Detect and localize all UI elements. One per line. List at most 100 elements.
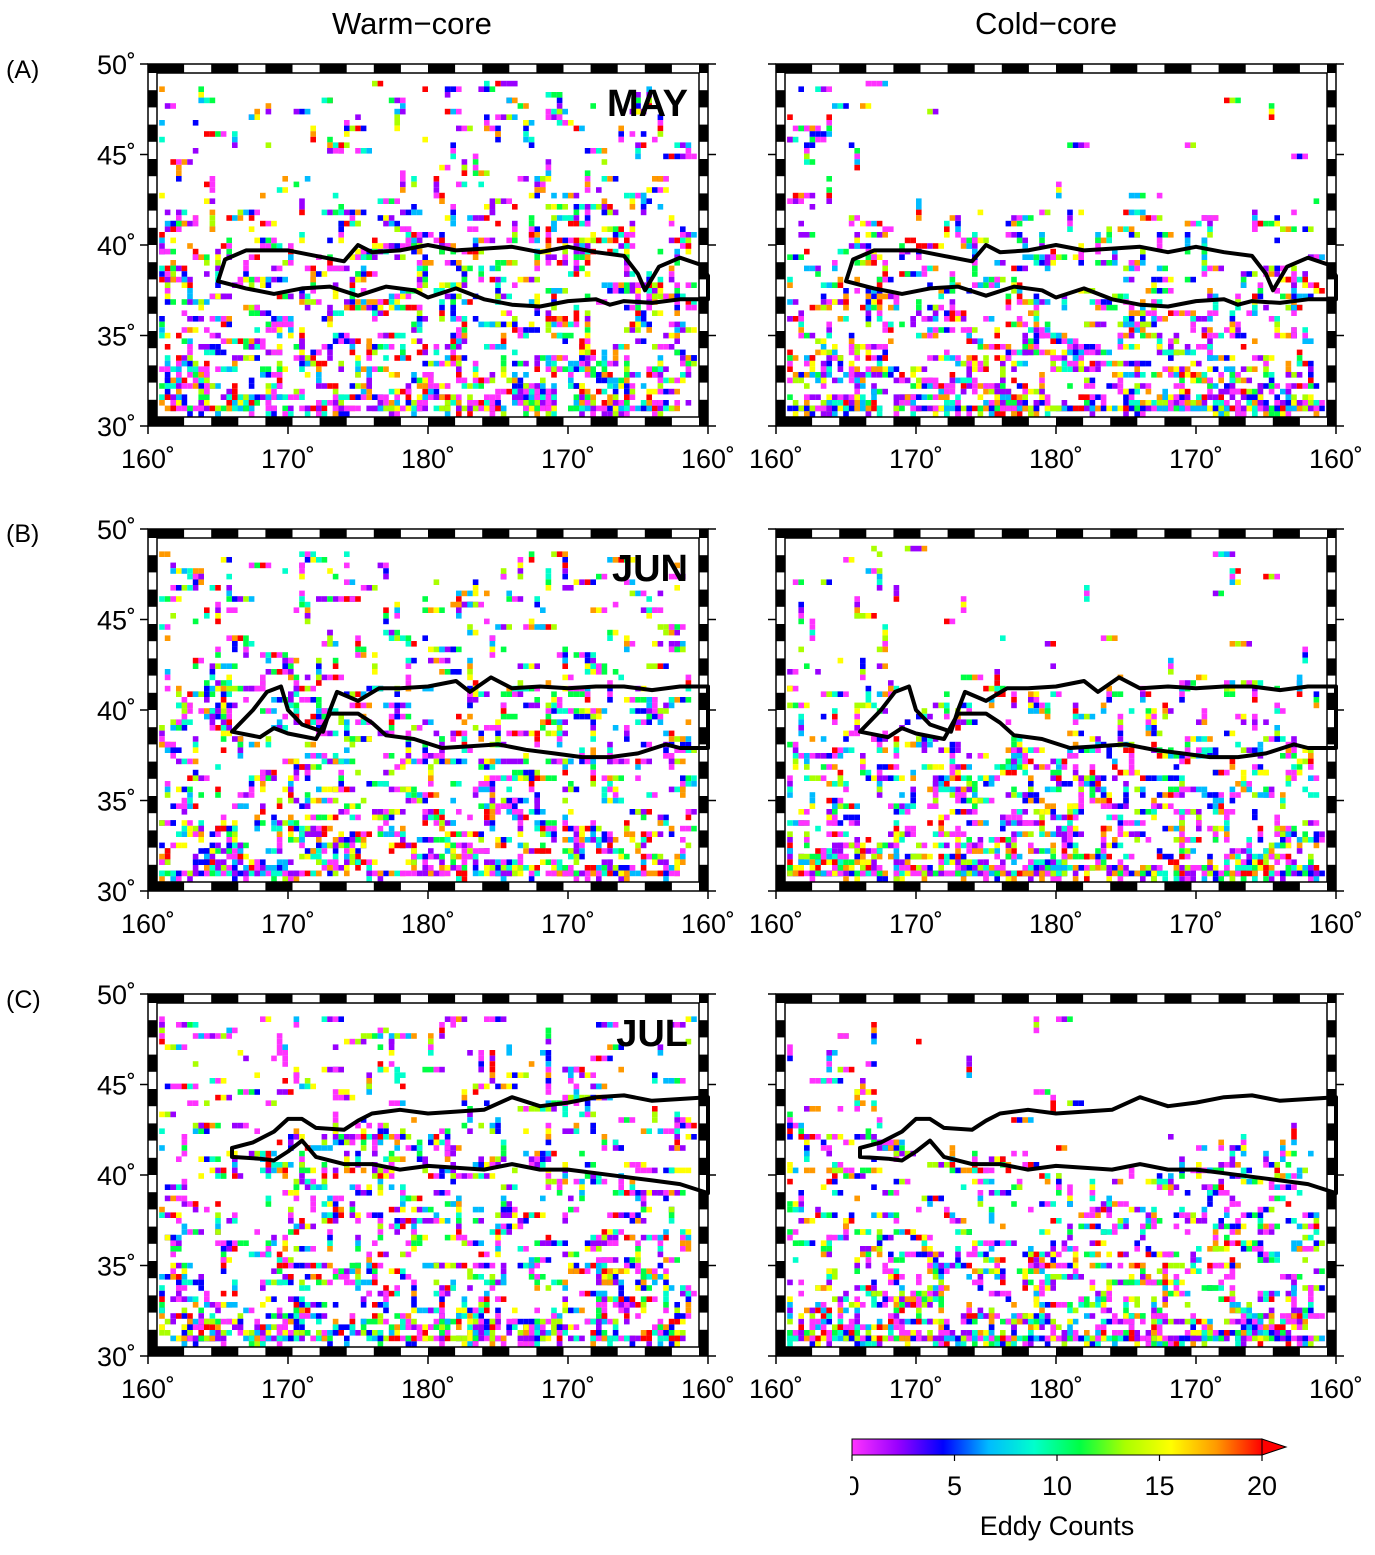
eddy-cell: [260, 193, 266, 199]
eddy-cell: [994, 411, 1000, 417]
eddy-cell: [490, 198, 496, 204]
eddy-cell: [182, 338, 188, 344]
eddy-cell: [333, 383, 339, 389]
eddy-cell: [579, 831, 585, 837]
eddy-cell: [1207, 366, 1213, 372]
eddy-cell: [804, 159, 810, 165]
eddy-cell: [182, 355, 188, 361]
eddy-cell: [1146, 215, 1152, 221]
eddy-cell: [1157, 215, 1163, 221]
eddy-cell: [305, 742, 311, 748]
eddy-cell: [989, 389, 995, 395]
eddy-cell: [1073, 406, 1079, 412]
eddy-cell: [652, 697, 658, 703]
eddy-cell: [579, 411, 585, 417]
eddy-cell: [1241, 389, 1247, 395]
eddy-cell: [972, 383, 978, 389]
eddy-cell: [210, 221, 216, 227]
eddy-cell: [1123, 406, 1129, 412]
eddy-cell: [170, 719, 176, 725]
eddy-cell: [271, 820, 277, 826]
eddy-cell: [1000, 277, 1006, 283]
eddy-cell: [866, 400, 872, 406]
eddy-cell: [389, 305, 395, 311]
eddy-cell: [1134, 366, 1140, 372]
eddy-cell: [1202, 333, 1208, 339]
eddy-cell: [546, 826, 552, 832]
eddy-cell: [305, 686, 311, 692]
eddy-cell: [815, 305, 821, 311]
eddy-cell: [1286, 226, 1292, 232]
eddy-cell: [551, 366, 557, 372]
eddy-cell: [546, 871, 552, 877]
eddy-cell: [944, 383, 950, 389]
eddy-cell: [456, 182, 462, 188]
eddy-cell: [871, 299, 877, 305]
eddy-cell: [832, 411, 838, 417]
eddy-cell: [854, 215, 860, 221]
eddy-cell: [478, 182, 484, 188]
eddy-cell: [529, 142, 535, 148]
eddy-cell: [417, 277, 423, 283]
eddy-cell: [1274, 316, 1280, 322]
eddy-cell: [579, 843, 585, 849]
row-label-b: (B): [6, 520, 39, 549]
eddy-cell: [282, 260, 288, 266]
eddy-cell: [411, 854, 417, 860]
eddy-cell: [266, 742, 272, 748]
eddy-cell: [210, 854, 216, 860]
eddy-cell: [983, 383, 989, 389]
eddy-cell: [210, 187, 216, 193]
eddy-cell: [832, 299, 838, 305]
eddy-cell: [518, 333, 524, 339]
eddy-cell: [658, 126, 664, 132]
eddy-cell: [490, 865, 496, 871]
eddy-cell: [456, 316, 462, 322]
eddy-cell: [1134, 327, 1140, 333]
eddy-cell: [826, 120, 832, 126]
eddy-cell: [1162, 394, 1168, 400]
eddy-cell: [299, 238, 305, 244]
eddy-cell: [1006, 389, 1012, 395]
eddy-cell: [798, 327, 804, 333]
eddy-cell: [501, 198, 507, 204]
eddy-cell: [1157, 344, 1163, 350]
eddy-cell: [439, 165, 445, 171]
eddy-cell: [176, 389, 182, 395]
eddy-cell: [574, 204, 580, 210]
eddy-cell: [1252, 338, 1258, 344]
y-tick-label: 45˚: [97, 141, 136, 171]
eddy-cell: [882, 350, 888, 356]
eddy-cell: [210, 714, 216, 720]
eddy-cell: [910, 400, 916, 406]
eddy-cell: [927, 266, 933, 272]
eddy-cell: [299, 198, 305, 204]
eddy-cell: [254, 815, 260, 821]
eddy-cell: [966, 406, 972, 412]
eddy-cell: [663, 333, 669, 339]
eddy-cell: [182, 798, 188, 804]
eddy-cell: [658, 714, 664, 720]
eddy-cell: [294, 691, 300, 697]
eddy-cell: [652, 344, 658, 350]
eddy-cell: [613, 344, 619, 350]
eddy-cell: [338, 865, 344, 871]
eddy-cell: [529, 406, 535, 412]
eddy-cell: [938, 243, 944, 249]
eddy-cell: [1006, 322, 1012, 328]
eddy-cell: [389, 787, 395, 793]
eddy-cell: [821, 86, 827, 92]
eddy-cell: [1129, 277, 1135, 283]
eddy-cell: [310, 299, 316, 305]
eddy-cell: [866, 366, 872, 372]
eddy-cell: [450, 400, 456, 406]
eddy-cell: [933, 378, 939, 384]
eddy-cell: [574, 126, 580, 132]
eddy-cell: [456, 411, 462, 417]
eddy-cell: [254, 305, 260, 311]
eddy-cell: [1050, 254, 1056, 260]
eddy-cell: [361, 266, 367, 272]
eddy-cell: [686, 154, 692, 160]
eddy-cell: [249, 277, 255, 283]
eddy-cell: [366, 703, 372, 709]
